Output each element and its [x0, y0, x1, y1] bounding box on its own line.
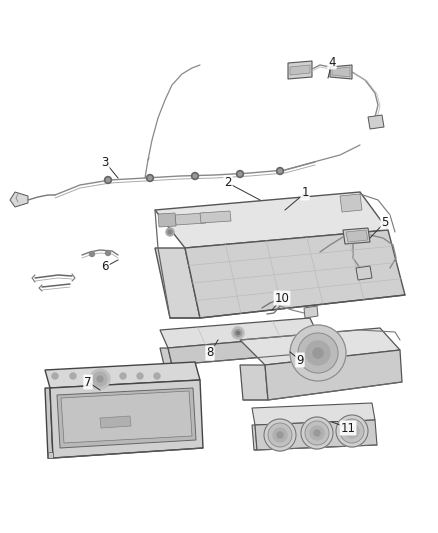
Circle shape	[336, 415, 368, 447]
Circle shape	[89, 252, 95, 256]
Circle shape	[97, 376, 103, 382]
Circle shape	[277, 432, 283, 438]
Polygon shape	[240, 365, 268, 400]
Text: 11: 11	[340, 422, 356, 434]
Circle shape	[232, 327, 244, 339]
Polygon shape	[61, 391, 192, 443]
Circle shape	[314, 430, 320, 436]
Circle shape	[106, 251, 110, 255]
Polygon shape	[252, 425, 257, 450]
Polygon shape	[330, 65, 352, 79]
Circle shape	[193, 174, 197, 178]
Circle shape	[120, 373, 126, 379]
Polygon shape	[304, 306, 318, 318]
Circle shape	[290, 325, 346, 381]
Polygon shape	[343, 228, 370, 244]
Text: 7: 7	[84, 376, 92, 389]
Polygon shape	[45, 388, 53, 458]
Polygon shape	[100, 416, 131, 428]
Circle shape	[238, 172, 242, 176]
Polygon shape	[332, 67, 350, 77]
Circle shape	[345, 424, 359, 438]
Text: 4: 4	[328, 55, 336, 69]
Circle shape	[137, 373, 143, 379]
Circle shape	[237, 171, 244, 177]
Polygon shape	[155, 248, 200, 318]
Text: 1: 1	[301, 187, 309, 199]
Polygon shape	[252, 403, 375, 425]
Polygon shape	[160, 318, 318, 348]
Polygon shape	[158, 213, 176, 227]
Polygon shape	[290, 65, 310, 75]
Circle shape	[106, 178, 110, 182]
Circle shape	[148, 176, 152, 180]
Circle shape	[105, 176, 112, 183]
Polygon shape	[288, 61, 312, 79]
Circle shape	[273, 428, 287, 442]
Polygon shape	[168, 335, 322, 365]
Circle shape	[234, 329, 241, 336]
Polygon shape	[200, 211, 231, 223]
Circle shape	[52, 373, 58, 379]
Circle shape	[276, 167, 283, 174]
Circle shape	[264, 419, 296, 451]
Text: 9: 9	[296, 353, 304, 367]
Polygon shape	[155, 192, 388, 248]
Polygon shape	[340, 194, 362, 212]
Polygon shape	[265, 350, 402, 400]
Polygon shape	[255, 420, 377, 450]
Polygon shape	[45, 362, 200, 388]
Polygon shape	[50, 380, 203, 458]
Text: 6: 6	[101, 261, 109, 273]
Polygon shape	[57, 388, 196, 448]
Polygon shape	[185, 230, 405, 318]
Circle shape	[298, 333, 338, 373]
Circle shape	[313, 348, 323, 358]
Circle shape	[349, 428, 355, 434]
Circle shape	[340, 419, 364, 443]
Circle shape	[268, 423, 292, 447]
Circle shape	[301, 417, 333, 449]
Circle shape	[93, 372, 107, 386]
Polygon shape	[368, 115, 384, 129]
Text: 10: 10	[275, 292, 290, 304]
Polygon shape	[175, 213, 206, 225]
Polygon shape	[240, 328, 400, 365]
Circle shape	[306, 341, 330, 365]
Circle shape	[90, 369, 110, 389]
Circle shape	[154, 373, 160, 379]
Circle shape	[168, 230, 172, 234]
Circle shape	[305, 421, 329, 445]
Circle shape	[70, 373, 76, 379]
Polygon shape	[160, 348, 172, 365]
Polygon shape	[346, 230, 368, 242]
Polygon shape	[48, 452, 53, 458]
Polygon shape	[356, 266, 372, 280]
Circle shape	[146, 174, 153, 182]
Circle shape	[310, 426, 324, 440]
Text: 8: 8	[206, 346, 214, 359]
Circle shape	[237, 332, 240, 335]
Circle shape	[191, 173, 198, 180]
Text: 5: 5	[381, 215, 389, 229]
Polygon shape	[10, 192, 28, 207]
Text: 3: 3	[101, 156, 109, 168]
Text: 2: 2	[224, 176, 232, 190]
Circle shape	[166, 228, 174, 236]
Circle shape	[278, 169, 282, 173]
